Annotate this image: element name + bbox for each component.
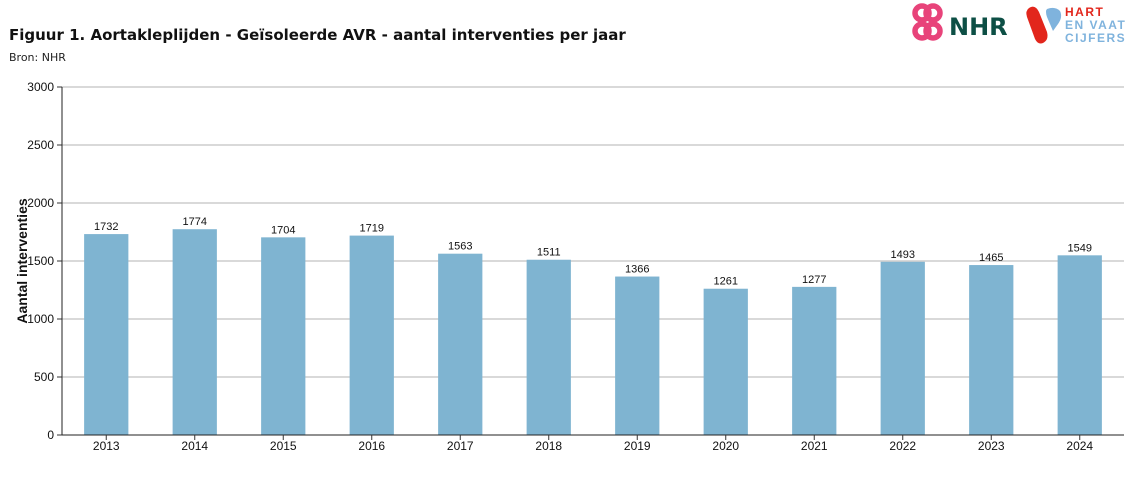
x-tick-label: 2013	[93, 439, 120, 453]
logos: NHR HART EN VAAT CIJFERS	[912, 3, 1126, 45]
hart-heart-icon	[1026, 6, 1048, 44]
x-tick-label: 2022	[889, 439, 916, 453]
data-labels: 1732 1774 1704 1719 1563 1511 1366 1261 1277 1493…	[94, 216, 1092, 288]
data-label: 1366	[625, 264, 649, 276]
bar-2018	[526, 259, 571, 435]
hart-en-vaat-logo: HART EN VAAT CIJFERS	[1026, 5, 1126, 45]
data-label: 1732	[94, 221, 118, 233]
y-tick-label: 3000	[27, 80, 54, 94]
data-label: 1549	[1068, 242, 1092, 254]
bar-2022	[880, 261, 925, 435]
bar-2020	[703, 288, 748, 435]
data-label: 1704	[271, 224, 295, 236]
data-label: 1511	[537, 247, 561, 259]
bar-2013	[84, 234, 129, 435]
x-tick-label: 2019	[624, 439, 651, 453]
data-label: 1261	[714, 276, 738, 288]
axes	[57, 86, 1124, 440]
y-tick-label: 500	[34, 370, 54, 384]
hart-line-1: HART	[1065, 5, 1104, 19]
data-label: 1563	[448, 241, 472, 253]
chart-source: Bron: NHR	[9, 51, 66, 64]
chart-title: Figuur 1. Aortakleplijden - Geïsoleerde …	[9, 26, 626, 44]
x-tick-label: 2015	[270, 439, 297, 453]
y-tick-label: 0	[47, 428, 54, 442]
bar-2016	[349, 235, 394, 435]
x-tick-label: 2024	[1066, 439, 1093, 453]
data-label: 1465	[979, 252, 1003, 264]
data-label: 1493	[891, 249, 915, 261]
bar-2021	[792, 286, 837, 435]
bar-2014	[172, 229, 217, 435]
bar-2023	[969, 265, 1014, 435]
nhr-logo: NHR	[912, 3, 1008, 41]
x-tick-label: 2017	[447, 439, 474, 453]
y-tick-label: 1500	[27, 254, 54, 268]
x-tick-label: 2016	[358, 439, 385, 453]
gridlines	[62, 86, 1124, 378]
hart-drop-icon	[1046, 7, 1062, 31]
data-label: 1277	[802, 274, 826, 286]
bar-2017	[438, 253, 483, 435]
hart-line-3: CIJFERS	[1065, 31, 1126, 45]
nhr-logo-text: NHR	[949, 13, 1008, 41]
x-tick-label: 2014	[181, 439, 208, 453]
bar-2019	[615, 276, 660, 435]
x-tick-labels: 2013 2014 2015 2016 2017 2018 2019 2020 2021 2022…	[93, 439, 1094, 453]
y-tick-label: 2000	[27, 196, 54, 210]
data-label: 1719	[360, 223, 384, 235]
hart-line-2: EN VAAT	[1065, 18, 1126, 32]
data-label: 1774	[183, 216, 207, 228]
nhr-cross-icon	[912, 3, 943, 41]
y-tick-labels: 0 500 1000 1500 2000 2500 3000	[27, 80, 54, 442]
y-axis-label: Aantal interventies	[14, 198, 30, 323]
bar-2024	[1057, 255, 1102, 435]
y-tick-label: 2500	[27, 138, 54, 152]
y-tick-label: 1000	[27, 312, 54, 326]
x-tick-label: 2018	[535, 439, 562, 453]
bars	[84, 229, 1102, 435]
x-tick-label: 2023	[978, 439, 1005, 453]
x-tick-label: 2021	[801, 439, 828, 453]
x-tick-label: 2020	[712, 439, 739, 453]
bar-2015	[261, 237, 306, 435]
